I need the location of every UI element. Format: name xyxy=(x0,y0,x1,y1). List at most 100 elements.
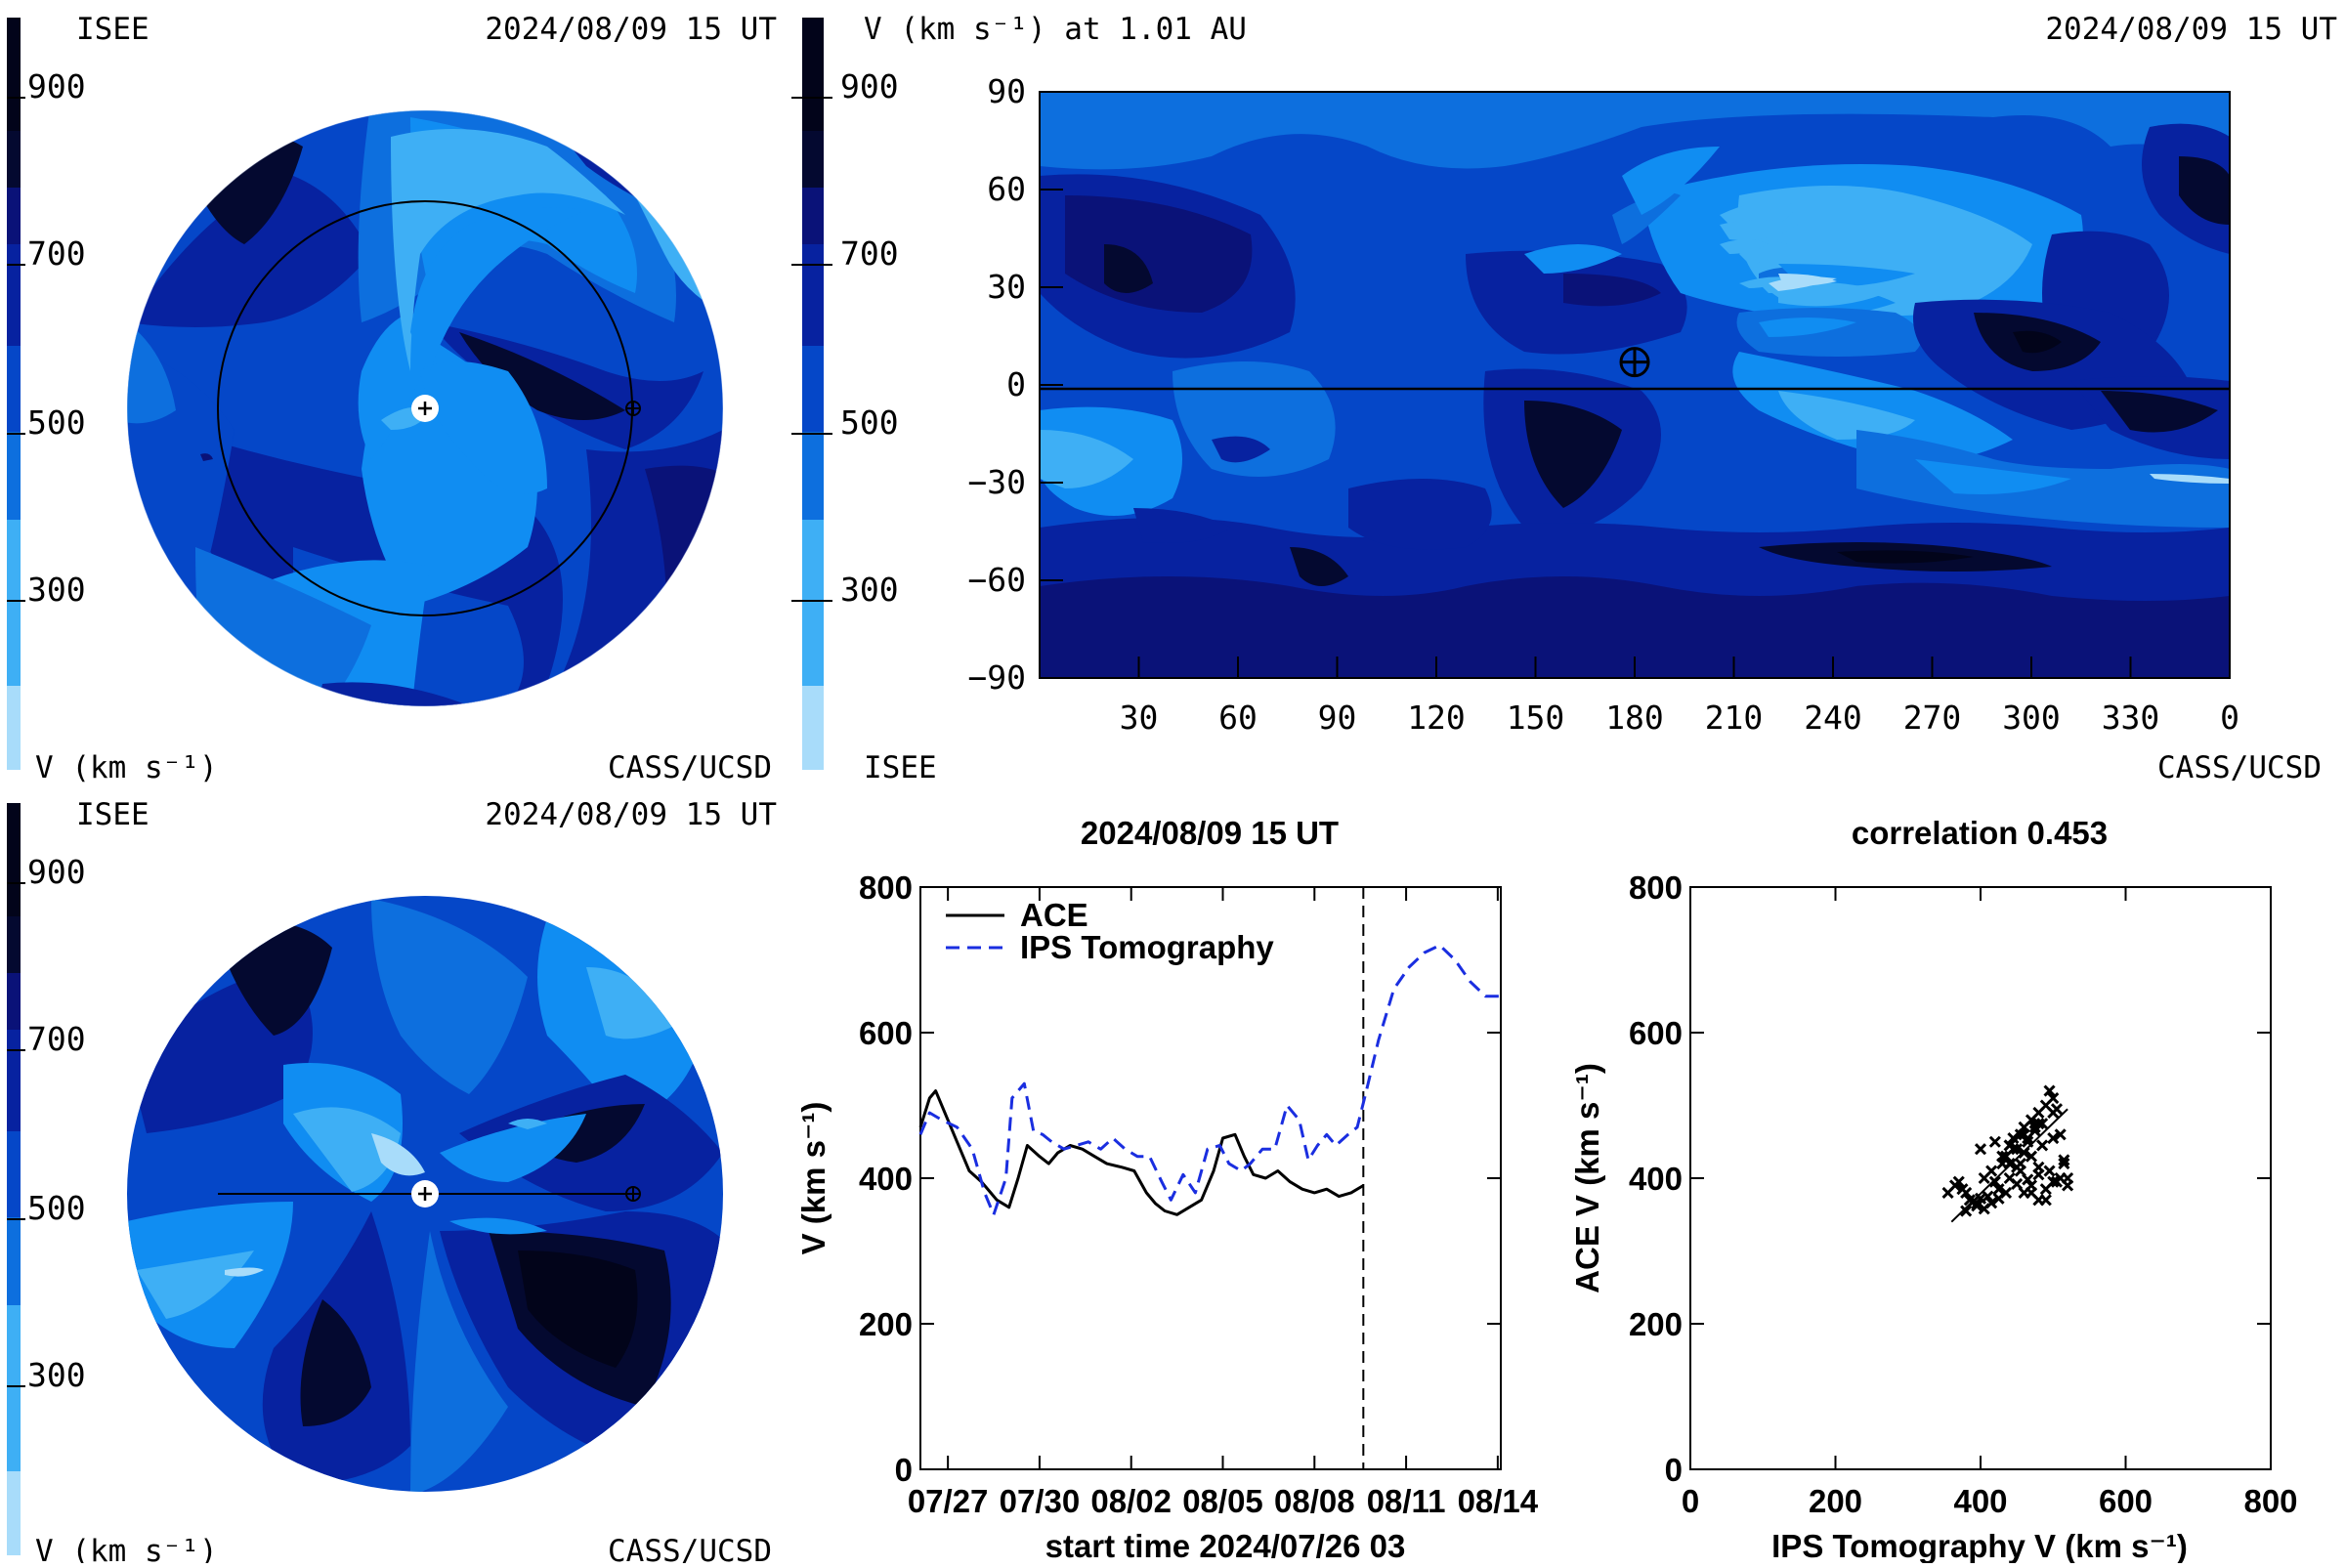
org-label: ISEE xyxy=(76,12,149,47)
scatter-point xyxy=(2007,1131,2020,1145)
map-x-tick-label: 180 xyxy=(1605,699,1664,737)
credit-label: CASS/UCSD xyxy=(608,750,772,785)
map-y-tick-label: −30 xyxy=(967,463,1026,501)
colorbar-tick-label: 500 xyxy=(27,1189,86,1227)
map-x-tick-label: 150 xyxy=(1507,699,1565,737)
scatter-point xyxy=(2018,1128,2030,1141)
colorbar-tick-label: 300 xyxy=(27,1356,86,1394)
timeseries-x-tick-label: 08/05 xyxy=(1182,1483,1263,1519)
colorbar-tick-label: 700 xyxy=(840,234,899,273)
scatter-x-tick-label: 600 xyxy=(2099,1483,2153,1519)
timeseries-xlabel: start time 2024/07/26 03 xyxy=(1045,1528,1406,1563)
timeseries-x-tick-label: 08/11 xyxy=(1367,1483,1446,1519)
unit-label: V (km s⁻¹) xyxy=(35,750,218,785)
timeseries-x-tick-label: 07/30 xyxy=(1000,1483,1081,1519)
timeseries-y-tick-label: 400 xyxy=(859,1161,913,1197)
colorbar-tick-label: 300 xyxy=(27,571,86,609)
map-y-tick-label: 90 xyxy=(987,72,1026,110)
scatter-panel: correlation 0.453 0 200 400 600 800 0 200 400 60… xyxy=(1569,815,2298,1564)
scatter-point xyxy=(2058,1154,2070,1166)
scatter-point xyxy=(2062,1179,2074,1192)
colorbar-tick-label: 500 xyxy=(27,403,86,442)
scatter-y-tick-label: 0 xyxy=(1665,1452,1683,1488)
timeseries-ylabel: V (km s⁻¹) xyxy=(795,1102,831,1255)
meridional-panel: 900 700 500 300 ISEE 2024/08/09 15 UT V … xyxy=(7,797,777,1568)
legend-label-ips: IPS Tomography xyxy=(1020,929,1274,965)
scatter-point xyxy=(2043,1084,2056,1097)
scatter-point xyxy=(2025,1186,2038,1199)
colorbar-c: 900 700 500 300 xyxy=(7,803,86,1555)
map-y-tick-label: 0 xyxy=(1006,365,1026,403)
scatter-point xyxy=(2011,1143,2024,1156)
map-y-tick-label: 30 xyxy=(987,268,1026,306)
colorbar-tick-label: 700 xyxy=(27,234,86,273)
org-label: ISEE xyxy=(76,797,149,832)
map-y-tick-label: 60 xyxy=(987,170,1026,208)
scatter-point xyxy=(2047,1091,2060,1105)
timeseries-x-tick-label: 07/27 xyxy=(908,1483,989,1519)
colorbar-a: 900 700 500 300 xyxy=(7,18,86,770)
scatter-point xyxy=(2003,1139,2016,1152)
datetime-label: 2024/08/09 15 UT xyxy=(485,12,777,47)
datetime-label: 2024/08/09 15 UT xyxy=(485,797,777,832)
map-x-tick-label: 120 xyxy=(1407,699,1466,737)
scatter-point xyxy=(1960,1205,1973,1217)
scatter-ylabel: ACE V (km s⁻¹) xyxy=(1569,1063,1605,1293)
org-label: ISEE xyxy=(864,750,937,785)
timeseries-chart: 0 200 400 600 800 07/27 07/30 08/02 08/05 08/08 08… xyxy=(859,869,1539,1519)
scatter-title: correlation 0.453 xyxy=(1852,815,2108,851)
scatter-point xyxy=(2014,1165,2026,1177)
timeseries-title: 2024/08/09 15 UT xyxy=(1081,815,1339,851)
velocity-contour-map xyxy=(1040,92,2230,678)
scatter-point xyxy=(2050,1175,2064,1188)
map-x-tick-label: 210 xyxy=(1705,699,1764,737)
scatter-point xyxy=(1982,1190,1994,1203)
credit-label: CASS/UCSD xyxy=(608,1534,772,1563)
scatter-x-tick-label: 0 xyxy=(1682,1483,1699,1519)
timeseries-panel: 2024/08/09 15 UT 0 200 400 600 800 07/27 07/30… xyxy=(795,815,1539,1564)
ecliptic-panel: 900 700 500 300 ISEE 2024/08/09 15 UT V … xyxy=(7,12,777,785)
earth-marker xyxy=(625,1186,641,1202)
map-x-tick-label: 330 xyxy=(2102,699,2160,737)
scatter-x-tick-label: 800 xyxy=(2243,1483,2297,1519)
map-x-tick-label: 270 xyxy=(1903,699,1962,737)
sun-marker xyxy=(411,1180,439,1208)
timeseries-y-tick-label: 200 xyxy=(859,1306,913,1342)
scatter-point xyxy=(2058,1158,2070,1170)
scatter-y-tick-label: 600 xyxy=(1629,1015,1683,1051)
scatter-point xyxy=(2054,1128,2067,1141)
scatter-xlabel: IPS Tomography V (km s⁻¹) xyxy=(1771,1528,2188,1563)
legend-label-ace: ACE xyxy=(1020,897,1088,933)
timeseries-x-tick-label: 08/08 xyxy=(1274,1483,1355,1519)
scatter-chart: 0 200 400 600 800 0 200 400 600 800 xyxy=(1629,869,2298,1519)
earth-marker xyxy=(625,401,641,416)
timeseries-x-tick-label: 08/14 xyxy=(1458,1483,1539,1519)
scatter-point xyxy=(1999,1186,2013,1199)
scatter-point xyxy=(2036,1118,2049,1130)
colorbar-tick-label: 300 xyxy=(840,571,899,609)
scatter-point xyxy=(2047,1131,2060,1145)
credit-label: CASS/UCSD xyxy=(2157,750,2322,785)
scatter-point xyxy=(2047,1175,2060,1188)
timeseries-x-tick-label: 08/02 xyxy=(1090,1483,1172,1519)
colorbar-tick-label: 500 xyxy=(840,403,899,442)
synoptic-map-panel: 900 700 500 300 V (km s⁻¹) at 1.01 AU 20… xyxy=(791,12,2337,785)
map-y-tick-label: −90 xyxy=(967,658,1026,697)
datetime-label: 2024/08/09 15 UT xyxy=(2045,12,2337,47)
regression-line xyxy=(1950,1108,2068,1223)
scatter-x-tick-label: 200 xyxy=(1809,1483,1862,1519)
scatter-y-tick-label: 800 xyxy=(1629,869,1683,906)
scatter-point xyxy=(1992,1183,2005,1196)
scatter-point xyxy=(2025,1150,2038,1163)
scatter-point xyxy=(2036,1139,2049,1152)
scatter-y-tick-label: 200 xyxy=(1629,1306,1683,1342)
scatter-point xyxy=(2043,1165,2056,1177)
scatter-point xyxy=(2039,1194,2052,1207)
map-x-tick-label: 300 xyxy=(2002,699,2061,737)
map-x-tick-label: 240 xyxy=(1804,699,1862,737)
colorbar-tick-label: 700 xyxy=(27,1020,86,1058)
map-title: V (km s⁻¹) at 1.01 AU xyxy=(864,12,1247,47)
